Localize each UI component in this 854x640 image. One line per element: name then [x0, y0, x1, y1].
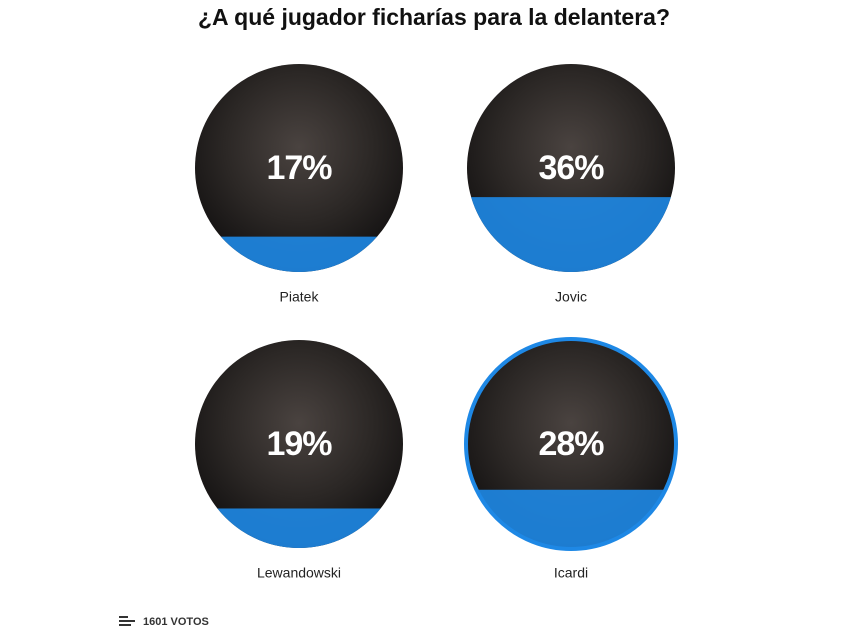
option-name: Icardi [554, 565, 588, 581]
poll-option[interactable]: 36% Jovic [467, 64, 675, 305]
poll-option[interactable]: 28% Icardi [464, 337, 678, 581]
option-percent: 36% [538, 149, 604, 187]
option-percent: 17% [266, 149, 332, 187]
selected-ring [464, 337, 678, 551]
option-name: Jovic [555, 289, 587, 305]
option-photo [195, 340, 403, 548]
result-fill [195, 508, 403, 548]
poll-option[interactable]: 17% Piatek [195, 64, 403, 305]
option-name: Lewandowski [257, 565, 341, 581]
option-percent: 28% [538, 425, 604, 463]
result-fill [467, 197, 675, 272]
poll-title: ¿A qué jugador ficharías para la delante… [198, 4, 670, 30]
votes-icon [119, 616, 135, 626]
poll-option[interactable]: 19% Lewandowski [195, 340, 403, 581]
vote-count: 1601 VOTOS [143, 616, 209, 628]
option-name: Piatek [280, 289, 320, 305]
option-percent: 19% [266, 425, 332, 463]
option-photo [195, 64, 403, 272]
result-fill [195, 236, 403, 272]
